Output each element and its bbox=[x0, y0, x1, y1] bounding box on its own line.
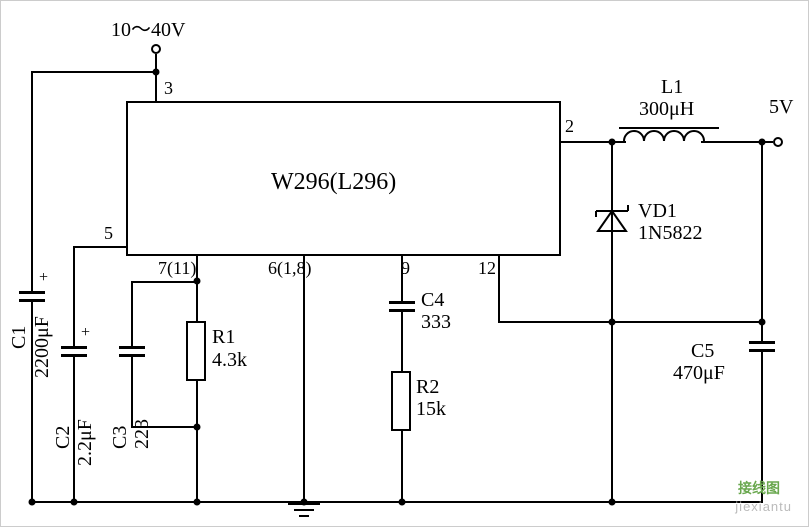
wire bbox=[611, 141, 626, 143]
c5-plate-top bbox=[749, 341, 775, 344]
wire bbox=[73, 246, 75, 346]
wire bbox=[155, 54, 157, 101]
c4-ref: C4 bbox=[421, 289, 444, 312]
r2-body bbox=[391, 371, 411, 431]
input-voltage-label: 10～40V bbox=[111, 13, 185, 42]
wire bbox=[73, 246, 126, 248]
wire bbox=[196, 426, 198, 501]
c2-ref: C2 bbox=[52, 426, 75, 449]
pin12-label: 12 bbox=[478, 258, 496, 279]
wire bbox=[196, 281, 198, 321]
r2-val: 15k bbox=[416, 398, 446, 421]
c4-plate-top bbox=[389, 301, 415, 304]
wire bbox=[131, 426, 197, 428]
wire bbox=[498, 321, 763, 323]
r2-ref: R2 bbox=[416, 376, 439, 399]
pin7-label: 7(11) bbox=[158, 258, 196, 279]
pin3-label: 3 bbox=[164, 78, 173, 99]
vd1-ref: VD1 bbox=[638, 200, 677, 223]
wire bbox=[401, 431, 403, 502]
watermark-sub: jiexiantu bbox=[735, 499, 792, 514]
c3-plate-top bbox=[119, 346, 145, 349]
pin5-label: 5 bbox=[104, 223, 113, 244]
wire bbox=[131, 281, 133, 346]
node bbox=[29, 499, 36, 506]
diode-vd1 bbox=[591, 201, 633, 241]
watermark-text: 接线图 bbox=[738, 478, 780, 498]
wire bbox=[131, 357, 133, 426]
wire bbox=[761, 141, 763, 341]
node bbox=[194, 499, 201, 506]
r1-val: 4.3k bbox=[212, 349, 247, 372]
wire bbox=[303, 256, 305, 501]
l1-ref: L1 bbox=[661, 76, 683, 99]
wire bbox=[196, 381, 198, 426]
c5-val: 470μF bbox=[673, 362, 725, 385]
wire bbox=[401, 256, 403, 301]
output-terminal bbox=[773, 137, 783, 147]
wire bbox=[131, 281, 197, 283]
input-terminal bbox=[151, 44, 161, 54]
wire bbox=[31, 71, 33, 291]
node bbox=[153, 69, 160, 76]
wire bbox=[611, 241, 613, 501]
c4-val: 333 bbox=[421, 311, 451, 334]
wire bbox=[31, 71, 156, 73]
c1-ref: C1 bbox=[8, 326, 31, 349]
ic-label: W296(L296) bbox=[271, 169, 396, 196]
r1-body bbox=[186, 321, 206, 381]
c3-ref: C3 bbox=[109, 426, 132, 449]
wire bbox=[498, 256, 500, 321]
c5-ref: C5 bbox=[691, 340, 714, 363]
node bbox=[609, 319, 616, 326]
c2-val: 2.2μF bbox=[74, 419, 97, 466]
wire bbox=[31, 501, 763, 503]
r1-ref: R1 bbox=[212, 326, 235, 349]
c1-val: 2200μF bbox=[31, 316, 54, 378]
wire bbox=[611, 141, 613, 201]
c2-plate-top bbox=[61, 346, 87, 349]
node bbox=[759, 139, 766, 146]
c2-plus: + bbox=[81, 324, 90, 342]
ground-symbol bbox=[286, 496, 322, 521]
vd1-val: 1N5822 bbox=[638, 222, 702, 245]
node bbox=[71, 499, 78, 506]
node bbox=[759, 319, 766, 326]
output-voltage-label: 5V bbox=[769, 96, 793, 119]
wire bbox=[401, 312, 403, 371]
l1-val: 300μH bbox=[639, 98, 694, 121]
c3-val: 223 bbox=[131, 419, 154, 449]
c1-plate-top bbox=[19, 291, 45, 294]
pin2-label: 2 bbox=[565, 116, 574, 137]
c1-plus: + bbox=[39, 269, 48, 287]
